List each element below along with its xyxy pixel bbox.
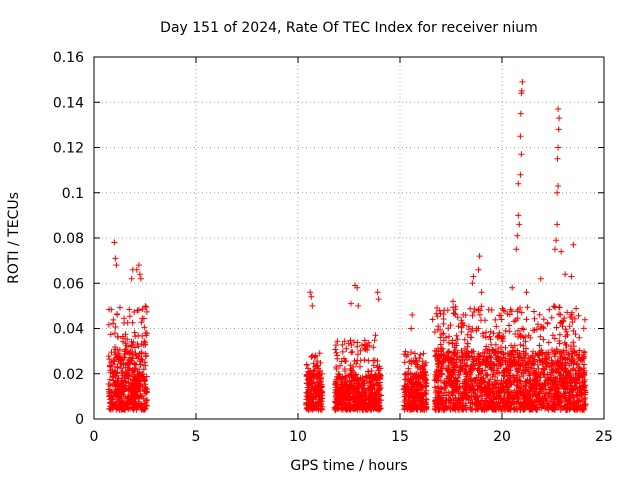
x-tick-label: 0 [90,429,99,445]
x-tick-label: 15 [391,429,409,445]
y-axis-title: ROTI / TECUs [6,192,22,284]
y-tick-label: 0.12 [53,141,84,157]
x-axis-title: GPS time / hours [290,458,407,474]
data-points [105,78,589,413]
y-tick-label: 0.02 [53,367,84,383]
y-tick-label: 0.16 [53,50,84,66]
y-tick-label: 0 [75,412,84,428]
y-tick-label: 0.04 [53,322,84,338]
grid-lines [94,57,604,419]
chart-title: Day 151 of 2024, Rate Of TEC Index for r… [160,20,538,36]
y-tick-label: 0.08 [53,231,84,247]
x-tick-label: 5 [192,429,201,445]
y-tick-label: 0.06 [53,276,84,292]
x-tick-label: 10 [289,429,307,445]
x-tick-label: 20 [493,429,511,445]
axis-ticks: 0 5 10 15 20 25 0 0.02 0.04 0.06 0.08 0.1 0.12 0.14 0.… [53,50,613,445]
y-tick-label: 0.1 [62,186,84,202]
y-tick-label: 0.14 [53,95,84,111]
roti-markers [105,78,589,413]
x-tick-label: 25 [595,429,613,445]
